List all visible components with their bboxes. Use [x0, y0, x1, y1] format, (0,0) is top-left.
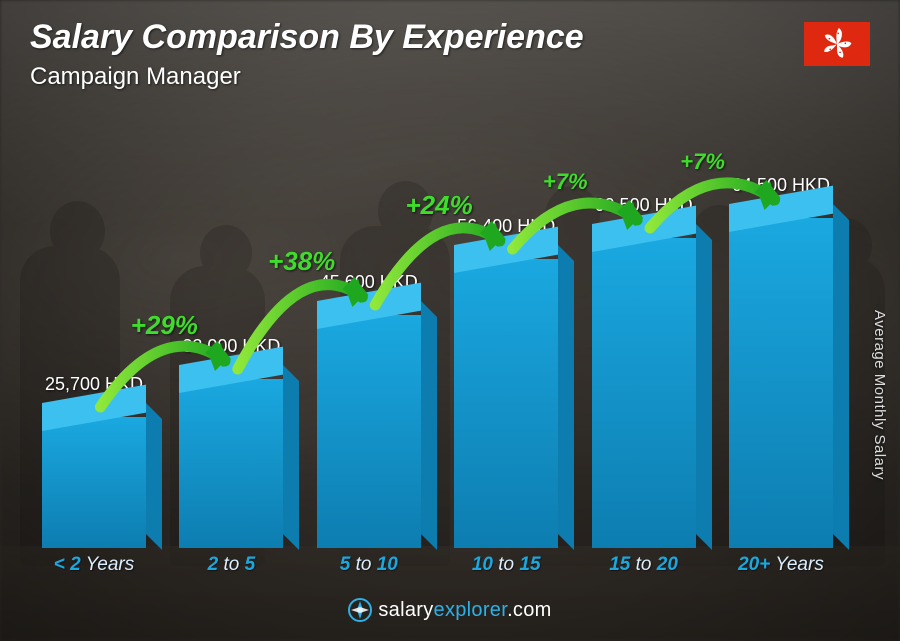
bar-slot: 64,500 HKD [717, 175, 845, 548]
bar-3d [454, 259, 558, 548]
bar-3d [179, 379, 283, 548]
bar-3d [42, 417, 146, 548]
brand-accent: explorer [434, 599, 508, 621]
x-axis-label: < 2 Years [30, 554, 158, 576]
bar-slot: 60,500 HKD [580, 195, 708, 548]
brand-suffix: .com [507, 599, 552, 621]
bar-3d [317, 315, 421, 548]
salary-bar-chart: 25,700 HKD 33,000 HKD 45,600 HKD 56,400 … [30, 125, 845, 576]
bar-3d [592, 238, 696, 548]
header: Salary Comparison By Experience Campaign… [30, 18, 870, 91]
brand-logo: salaryexplorer.com [348, 598, 551, 622]
chart-title: Salary Comparison By Experience [30, 18, 870, 57]
x-axis-label: 5 to 10 [305, 554, 433, 576]
bars-container: 25,700 HKD 33,000 HKD 45,600 HKD 56,400 … [30, 125, 845, 548]
x-axis-label: 10 to 15 [442, 554, 570, 576]
compass-icon [348, 598, 372, 622]
bar-slot: 56,400 HKD [442, 216, 570, 548]
x-axis-label: 20+ Years [717, 554, 845, 576]
footer: salaryexplorer.com [0, 598, 900, 627]
bar-slot: 25,700 HKD [30, 374, 158, 548]
bar-3d [729, 218, 833, 548]
brand-prefix: salary [378, 599, 433, 621]
hong-kong-flag-icon [804, 22, 870, 66]
x-axis-label: 2 to 5 [167, 554, 295, 576]
brand-text: salaryexplorer.com [378, 599, 551, 622]
bar-slot: 33,000 HKD [167, 336, 295, 548]
bar-slot: 45,600 HKD [305, 272, 433, 548]
x-axis-label: 15 to 20 [580, 554, 708, 576]
y-axis-label: Average Monthly Salary [871, 310, 888, 480]
chart-subtitle: Campaign Manager [30, 63, 870, 91]
